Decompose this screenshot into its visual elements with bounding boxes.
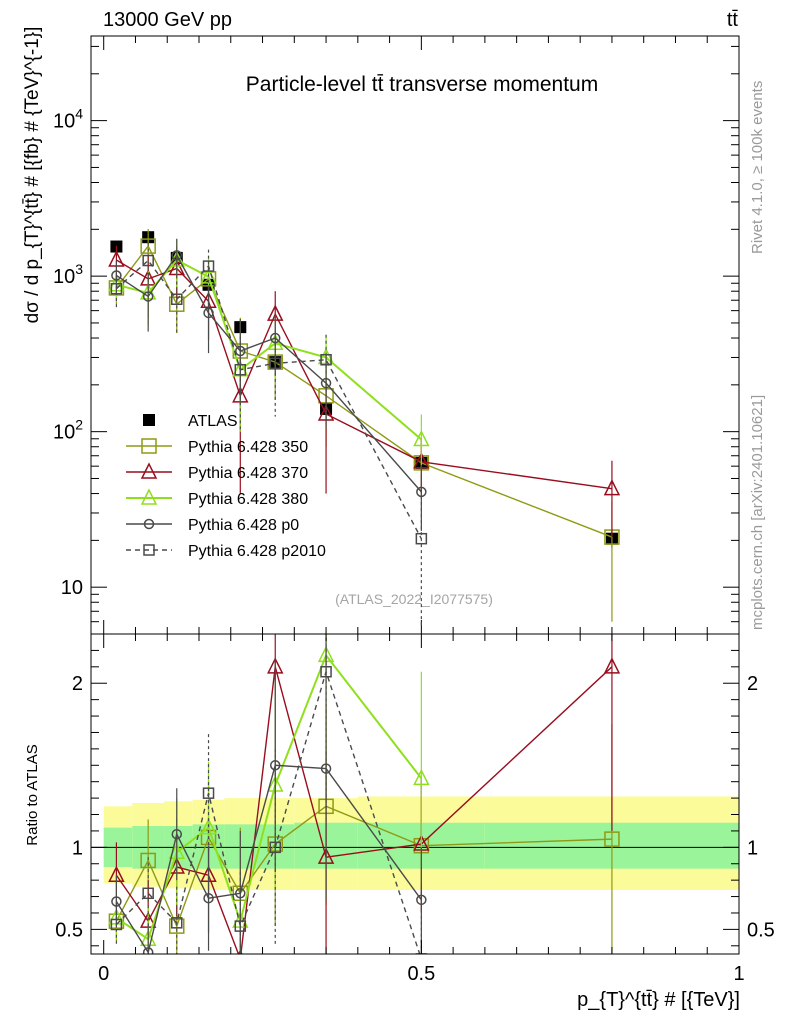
main-y-axis-label: dσ / d p_{T}^{tt̄} # [{fb} # {TeV}^{-1}] [22, 27, 43, 324]
legend-label: Pythia 6.428 380 [188, 491, 308, 508]
ratio-y-tick-label-left: 1 [72, 837, 83, 859]
ratio-y-tick-label-right: 1 [747, 837, 758, 859]
data-point [320, 353, 332, 366]
legend-marker [141, 438, 157, 454]
data-point [142, 291, 154, 302]
data-point [234, 364, 247, 376]
data-point [111, 270, 122, 281]
main-y-tick-labels: 10 102 103 104 [53, 106, 83, 600]
ratio-data-point [604, 831, 620, 847]
ratio-data-point [203, 892, 214, 904]
x-tick-label: 0 [98, 963, 109, 985]
legend-entry-pythia-6-428-370: Pythia 6.428 370 [126, 462, 308, 482]
main-series-group [108, 228, 621, 628]
ratio-frame [90, 633, 740, 955]
data-point [603, 478, 621, 496]
series-pythia-6-428-p2010 [110, 242, 428, 628]
legend-marker [140, 462, 158, 479]
legend-label: Pythia 6.428 p2010 [188, 543, 326, 560]
ratio-data-point [202, 787, 215, 799]
data-point [413, 429, 430, 447]
legend-marker [143, 544, 155, 556]
legend: ATLAS Pythia 6.428 350 Pythia 6.428 370 Pyt… [126, 413, 326, 560]
legend-label: Pythia 6.428 370 [188, 465, 308, 482]
legend-entry-atlas: ATLAS [143, 413, 238, 430]
ratio-data-point [142, 947, 154, 954]
data-point [202, 260, 215, 272]
main-axis-ticks [91, 36, 740, 635]
ratio-series-line [115, 653, 423, 941]
ratio-series-pythia-6-428-380 [108, 634, 430, 954]
ratio-data-point [171, 828, 183, 840]
ratio-y-axis-label: Ratio to ATLAS [24, 744, 41, 845]
data-point [171, 293, 183, 306]
series-line [115, 259, 422, 540]
legend-entry-pythia-6-428-350: Pythia 6.428 350 [126, 438, 308, 456]
legend-marker [140, 488, 158, 505]
header-final-state-label: tt̄ [727, 9, 739, 31]
ratio-axis-ticks [91, 633, 740, 954]
ratio-series-line [115, 764, 422, 954]
data-point [415, 532, 428, 545]
data-point [269, 357, 281, 370]
legend-entry-pythia-6-428-p0: Pythia 6.428 p0 [126, 517, 299, 534]
chart-title: Particle-level tt̄ transverse momentum [246, 73, 598, 96]
ratio-series-pythia-6-428-p2010 [110, 634, 428, 954]
legend-marker [143, 414, 155, 426]
ratio-data-point [416, 894, 427, 906]
ratio-series-group [108, 634, 621, 954]
series-pythia-6-428-350 [108, 228, 620, 622]
ratio-data-point [142, 887, 154, 900]
series-pythia-6-428-p0 [111, 238, 427, 531]
legend-label: ATLAS [188, 413, 238, 430]
series-line [116, 258, 423, 441]
x-tick-labels: 0 0.5 1 [98, 963, 744, 985]
legend-marker [143, 518, 155, 530]
main-y-tick-label: 103 [53, 261, 83, 288]
rivet-version-label: Rivet 4.1.0, ≥ 100k events [749, 81, 766, 254]
ratio-y-tick-labels: 0.5 0.5 1 1 2 2 [55, 673, 775, 941]
ratio-y-tick-label-left: 2 [72, 673, 83, 695]
data-point [203, 307, 214, 319]
legend-label: Pythia 6.428 350 [188, 439, 308, 456]
x-axis-label: p_{T}^{tt̄} # [{TeV}] [577, 989, 740, 1011]
legend-entry-pythia-6-428-p2010: Pythia 6.428 p2010 [126, 543, 326, 560]
ratio-y-tick-label-left: 0.5 [55, 919, 83, 941]
ratio-series-line [115, 669, 421, 954]
ratio-data-point [110, 918, 123, 931]
ratio-y-tick-label-right: 2 [747, 673, 758, 695]
ratio-series-pythia-6-428-370 [108, 634, 621, 954]
main-panel: 10 102 103 104 Particle-level tt̄ transvers… [22, 27, 740, 635]
header-process-label: 13000 GeV pp [103, 9, 232, 31]
x-tick-label: 1 [733, 963, 744, 985]
legend-entry-pythia-6-428-380: Pythia 6.428 380 [126, 488, 308, 508]
ratio-data-point [320, 665, 332, 678]
main-y-tick-label: 104 [53, 106, 83, 133]
ratio-y-tick-label-right: 0.5 [747, 919, 775, 941]
ratio-data-point [603, 657, 621, 674]
data-point [142, 254, 154, 267]
ratio-data-point [413, 768, 430, 786]
series-line [116, 254, 422, 493]
legend-label: Pythia 6.428 p0 [188, 517, 299, 534]
ratio-data-point [140, 852, 156, 869]
x-tick-label: 0.5 [407, 963, 435, 985]
main-y-tick-label: 102 [53, 417, 83, 444]
mcplots-label: mcplots.cern.ch [arXiv:2401.10621] [749, 395, 766, 630]
data-point [171, 250, 183, 261]
data-point [140, 238, 156, 254]
ratio-data-point [269, 841, 281, 854]
data-point [110, 282, 123, 295]
ratio-data-point [200, 817, 217, 835]
ratio-data-point [171, 917, 183, 929]
ratio-data-point [234, 920, 247, 932]
watermark-label: (ATLAS_2022_I2077575) [335, 591, 493, 607]
ratio-panel: 0.5 0.51 12 2 0 0.5 1 Ratio to ATLAS p_{T}^{t… [24, 633, 775, 1011]
main-y-tick-label: 10 [61, 577, 83, 599]
